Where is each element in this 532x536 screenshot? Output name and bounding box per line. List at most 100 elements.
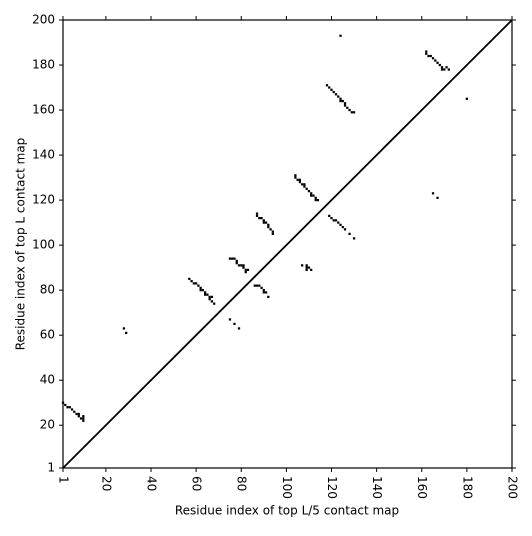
contact-point bbox=[339, 99, 342, 103]
contact-point bbox=[350, 111, 353, 114]
contact-point bbox=[237, 327, 241, 330]
contact-point bbox=[431, 57, 435, 60]
y-tick-label: 160 bbox=[32, 103, 55, 117]
contact-point bbox=[210, 300, 214, 303]
contact-point bbox=[305, 266, 308, 269]
x-tick-label: 60 bbox=[190, 476, 204, 491]
x-tick-label: 200 bbox=[506, 476, 520, 499]
contact-point bbox=[213, 302, 216, 305]
x-axis-label: Residue index of top L/5 contact map bbox=[175, 504, 399, 518]
contact-point bbox=[262, 289, 265, 292]
contact-point bbox=[294, 174, 297, 177]
y-tick-label: 140 bbox=[32, 148, 55, 162]
y-tick-label: 80 bbox=[40, 283, 55, 297]
x-tick-label: 20 bbox=[99, 476, 113, 491]
contact-point bbox=[438, 63, 441, 67]
contact-point bbox=[316, 198, 320, 202]
contact-point bbox=[264, 221, 268, 224]
contact-point bbox=[427, 54, 430, 58]
contact-point bbox=[258, 284, 261, 287]
x-tick-label: 140 bbox=[370, 476, 384, 499]
contact-point bbox=[82, 415, 85, 418]
y-tick-label: 120 bbox=[32, 193, 55, 207]
contact-point bbox=[240, 264, 243, 267]
y-tick-label: 40 bbox=[40, 373, 55, 387]
contact-point bbox=[307, 189, 311, 193]
contact-point bbox=[190, 280, 193, 283]
contact-point bbox=[262, 219, 265, 222]
contact-point bbox=[77, 415, 80, 418]
contact-point bbox=[267, 295, 270, 299]
contact-point bbox=[337, 221, 340, 224]
contact-point bbox=[348, 232, 351, 235]
contact-point bbox=[204, 291, 207, 294]
contact-point bbox=[440, 66, 444, 69]
contact-point bbox=[204, 293, 207, 296]
contact-point bbox=[235, 259, 238, 263]
contact-point bbox=[305, 187, 308, 190]
contact-point bbox=[314, 198, 317, 202]
contact-point bbox=[271, 230, 274, 233]
contact-point bbox=[210, 295, 214, 299]
contact-point bbox=[244, 271, 247, 274]
contact-point bbox=[305, 264, 308, 267]
contact-point bbox=[73, 410, 76, 413]
contact-point bbox=[269, 228, 272, 231]
contact-point bbox=[425, 52, 428, 55]
contact-point bbox=[208, 298, 211, 301]
contact-point bbox=[425, 50, 428, 53]
contact-point bbox=[264, 291, 268, 294]
contact-point bbox=[465, 97, 469, 100]
contact-point bbox=[194, 282, 198, 285]
x-tick-label: 160 bbox=[415, 476, 429, 499]
contact-point bbox=[303, 183, 306, 186]
y-tick-label: 20 bbox=[40, 418, 55, 432]
contact-point bbox=[188, 277, 191, 281]
x-tick-label: 100 bbox=[280, 476, 294, 499]
contact-point bbox=[339, 223, 342, 226]
contact-point bbox=[267, 225, 270, 229]
plot-frame bbox=[62, 19, 513, 469]
contact-point bbox=[343, 104, 347, 107]
contact-point bbox=[199, 286, 202, 290]
x-tick-label: 80 bbox=[235, 476, 249, 491]
y-tick-label: 60 bbox=[40, 328, 55, 342]
contact-point bbox=[348, 108, 351, 112]
contact-point bbox=[267, 223, 270, 226]
contact-point bbox=[312, 194, 315, 197]
contact-point bbox=[262, 221, 265, 224]
contact-point bbox=[436, 61, 439, 64]
contact-point bbox=[298, 180, 302, 184]
contact-point bbox=[228, 257, 232, 260]
contact-point bbox=[237, 264, 241, 267]
contact-point bbox=[307, 266, 311, 269]
contact-point bbox=[341, 225, 344, 229]
contact-point bbox=[262, 291, 265, 294]
contact-point bbox=[255, 214, 259, 217]
y-tick-label: 200 bbox=[32, 13, 55, 27]
contact-point bbox=[301, 264, 304, 267]
contact-point bbox=[260, 216, 263, 220]
y-axis-label: Residue index of top L contact map bbox=[14, 138, 28, 351]
contact-point bbox=[260, 286, 263, 290]
contact-point bbox=[330, 216, 333, 220]
contact-point bbox=[337, 95, 340, 98]
contact-point bbox=[242, 264, 245, 267]
contact-point bbox=[332, 90, 335, 94]
contact-point bbox=[334, 93, 338, 96]
contact-point bbox=[64, 403, 67, 407]
contact-point bbox=[122, 327, 126, 330]
contact-point bbox=[244, 268, 247, 272]
contact-point bbox=[325, 84, 329, 87]
contact-point bbox=[242, 266, 245, 269]
contact-point bbox=[310, 194, 313, 197]
contact-point bbox=[70, 408, 74, 411]
contact-point bbox=[346, 106, 349, 109]
contact-point bbox=[192, 282, 195, 285]
x-tick-label: 1 bbox=[57, 476, 71, 484]
contact-point bbox=[208, 295, 211, 299]
contact-point bbox=[339, 34, 342, 37]
contact-point bbox=[436, 196, 439, 199]
contact-point bbox=[255, 284, 259, 287]
